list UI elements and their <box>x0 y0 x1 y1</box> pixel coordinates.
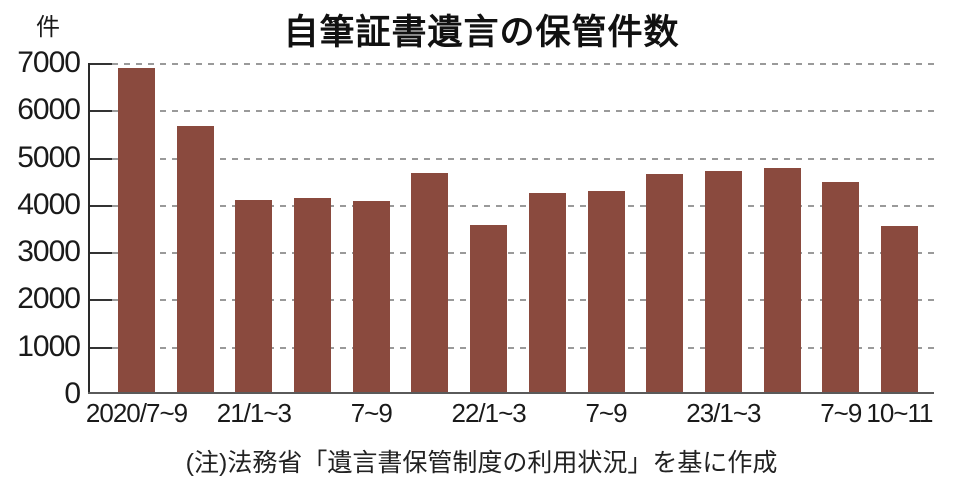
plot-area: 2020/7~9 21/1~3 7~9 22/1~3 7~9 23/1~3 7~9 10~11 <box>86 63 934 426</box>
y-axis-unit-label: 件 <box>36 14 60 41</box>
bar-slot: 10~11 <box>866 63 933 426</box>
x-axis-label: 10~11 <box>866 398 933 428</box>
gridline <box>88 252 934 255</box>
bar-slot <box>294 63 332 392</box>
x-axis-label: 23/1~3 <box>686 398 761 428</box>
y-axis-tick-label: 3000 <box>17 235 81 269</box>
y-axis-tick-label: 2000 <box>17 282 81 316</box>
gridline <box>88 346 934 349</box>
bar-slot <box>528 63 566 392</box>
bar <box>704 170 742 392</box>
gridline <box>88 63 934 65</box>
bar <box>587 190 625 392</box>
bar <box>294 198 332 392</box>
x-axis-label: 7~9 <box>350 398 393 428</box>
gridline <box>88 204 934 207</box>
y-axis-tick <box>88 204 112 207</box>
bar <box>880 225 918 392</box>
y-axis-tick <box>88 346 112 349</box>
bar-slot <box>646 63 684 392</box>
bar <box>176 126 214 392</box>
y-axis-tick <box>88 157 112 160</box>
y-axis-tick <box>88 63 112 65</box>
y-axis-tick-label: 5000 <box>17 140 81 174</box>
y-axis-tick <box>88 299 112 302</box>
bar-slot: 21/1~3 <box>217 63 292 426</box>
x-axis-label: 21/1~3 <box>216 398 292 428</box>
x-axis-label: 22/1~3 <box>451 398 527 428</box>
bar <box>235 200 273 392</box>
gridline <box>88 110 934 113</box>
y-axis-labels: 0 1000 2000 3000 4000 5000 6000 7000 <box>0 48 81 409</box>
bar-slot <box>411 63 449 392</box>
bar-slot <box>176 63 214 392</box>
bar-slot: 2020/7~9 <box>86 63 188 426</box>
bar <box>763 168 801 392</box>
y-axis-tick-label: 7000 <box>17 46 81 79</box>
y-axis-tick-label: 0 <box>64 377 81 410</box>
bar <box>528 192 566 392</box>
x-axis-line <box>88 392 934 394</box>
bars-container: 2020/7~9 21/1~3 7~9 22/1~3 7~9 23/1~3 7~9 10~11 <box>86 63 933 426</box>
bar <box>411 172 449 392</box>
x-axis-label: 7~9 <box>585 398 627 428</box>
gridline <box>88 299 934 302</box>
y-axis-tick-label: 1000 <box>17 329 81 363</box>
bar <box>822 181 860 392</box>
bar-slot: 23/1~3 <box>686 63 762 426</box>
bar-slot: 22/1~3 <box>452 63 527 426</box>
x-axis-label: 7~9 <box>820 398 862 428</box>
y-axis-tick-label: 4000 <box>17 187 81 221</box>
bar-slot: 7~9 <box>351 63 393 426</box>
chart-title: 自筆証書遺言の保管件数 <box>283 13 680 52</box>
y-axis-tick <box>88 252 112 255</box>
bar <box>470 225 508 392</box>
gridline <box>88 157 934 160</box>
y-axis-tick <box>88 110 112 113</box>
bar-slot <box>763 63 801 392</box>
bar <box>646 173 684 392</box>
x-axis-label: 2020/7~9 <box>85 398 188 428</box>
bar-slot: 7~9 <box>820 63 862 426</box>
source-note: (注)法務省「遺言書保管制度の利用状況」を基に作成 <box>185 449 778 477</box>
bar-slot: 7~9 <box>585 63 628 426</box>
y-axis-tick-label: 6000 <box>17 93 81 127</box>
bar <box>352 200 390 392</box>
bar <box>118 67 155 392</box>
y-axis-line <box>88 63 90 394</box>
